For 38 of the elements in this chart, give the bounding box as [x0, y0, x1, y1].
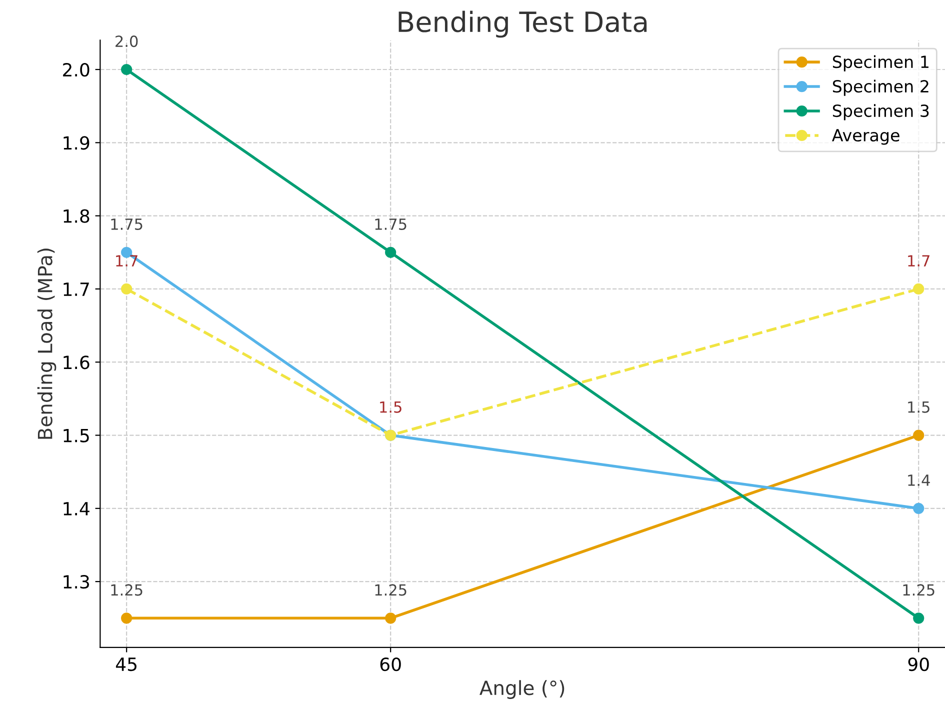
- y-tick-label: 1.9: [64, 136, 90, 150]
- point: [913, 612, 924, 624]
- x-tick-label: 60: [380, 657, 401, 672]
- y-tick-label: 1.3: [64, 575, 89, 589]
- x-tick-label: 90: [908, 657, 929, 672]
- data-label: 1.25: [375, 584, 406, 596]
- data-label: 2.0: [116, 36, 138, 48]
- data-label: 1.25: [903, 584, 934, 596]
- point: [913, 502, 924, 514]
- point: [385, 246, 396, 258]
- data-label: 1.75: [375, 218, 406, 230]
- y-tick-label: 1.4: [64, 502, 90, 516]
- data-label: 1.25: [111, 584, 142, 596]
- y-tick-label: 2.0: [63, 62, 90, 77]
- point: [913, 430, 924, 441]
- point: [913, 283, 924, 295]
- legend-label: Specimen 1: [832, 55, 928, 72]
- point: [121, 612, 132, 624]
- legend-label: Average: [832, 129, 900, 145]
- point: [121, 283, 132, 295]
- y-tick-label: 1.6: [64, 356, 90, 370]
- data-label: 1.4: [908, 474, 930, 486]
- data-label: 1.7: [116, 255, 138, 266]
- point: [121, 64, 132, 76]
- y-tick-label: 1.5: [64, 428, 89, 442]
- y-tick-label: 1.8: [64, 209, 90, 223]
- point: [385, 612, 396, 624]
- chart-title: Bending Test Data: [398, 10, 647, 38]
- y-axis-title: Bending Load (MPa): [37, 248, 56, 439]
- y-tick-label: 1.7: [64, 282, 89, 296]
- legend-label: Specimen 3: [832, 104, 929, 120]
- data-label: 1.75: [111, 218, 142, 230]
- data-label: 1.5: [380, 402, 402, 413]
- legend-label: Specimen 2: [832, 80, 928, 96]
- x-axis-title: Angle (°): [480, 680, 564, 699]
- data-label: 1.7: [908, 255, 930, 266]
- x-tick-label: 45: [116, 658, 136, 672]
- data-label: 1.5: [908, 402, 930, 413]
